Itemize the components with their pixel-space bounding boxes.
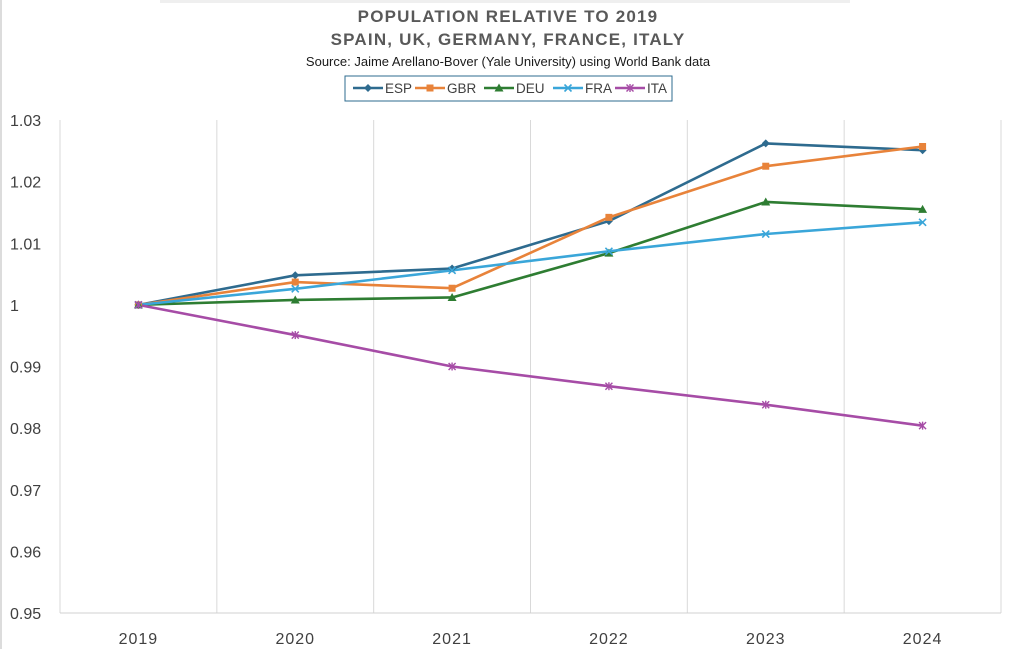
data-point-deu [290, 295, 300, 304]
legend-label-esp: ESP [385, 81, 412, 96]
left-edge-artifact [0, 0, 2, 649]
y-tick-label: 0.96 [10, 544, 41, 561]
y-tick-label: 1 [10, 298, 19, 315]
data-point-deu [761, 197, 771, 206]
grid-layer [59, 120, 1002, 613]
legend-label-ita: ITA [647, 81, 667, 96]
data-point-esp [761, 139, 770, 148]
data-point-esp [448, 264, 457, 273]
data-point-ita [448, 362, 457, 371]
series-line-gbr [138, 145, 923, 307]
y-tick-label: 0.95 [10, 606, 41, 623]
data-point-gbr [919, 142, 927, 150]
data-point-fra [448, 266, 457, 275]
x-tick-label: 2021 [432, 631, 472, 648]
y-tick-label: 0.97 [10, 483, 41, 500]
data-point-ita [291, 331, 300, 340]
chart-title: POPULATION RELATIVE TO 2019 [358, 7, 659, 26]
data-point-gbr [762, 162, 770, 170]
x-tick-label: 2022 [589, 631, 629, 648]
data-point-gbr [291, 278, 299, 286]
legend-marker-ita [626, 84, 634, 92]
chart-source: Source: Jaime Arellano-Bover (Yale Unive… [306, 54, 711, 69]
data-point-fra-stroke [291, 284, 300, 293]
top-edge-artifact [160, 0, 850, 3]
x-tick-label: 2020 [275, 631, 315, 648]
data-point-deu [918, 204, 928, 213]
series-layer [133, 139, 928, 430]
chart-subtitle: SPAIN, UK, GERMANY, FRANCE, ITALY [331, 30, 686, 49]
x-tick-label: 2019 [119, 631, 159, 648]
legend-marker-esp [364, 84, 372, 92]
y-tick-label: 0.98 [10, 421, 41, 438]
data-point-gbr [448, 284, 456, 292]
x-tick-label: 2024 [903, 631, 943, 648]
data-point-ita [918, 421, 927, 430]
data-point-gbr [605, 213, 613, 221]
y-tick-label: 0.99 [10, 360, 41, 377]
legend-marker-fra-stroke [563, 83, 573, 93]
data-point-fra [291, 284, 300, 293]
data-point-fra-stroke [604, 247, 613, 256]
legend: ESP GBR DEU FRA ITA [353, 81, 667, 96]
y-tick-label: 1.02 [10, 175, 41, 192]
series-line-esp [138, 142, 923, 307]
data-point-esp [291, 271, 300, 280]
data-point-fra [604, 247, 613, 256]
legend-label-gbr: GBR [447, 81, 477, 96]
data-point-fra [761, 229, 770, 239]
series-line-ita [138, 303, 923, 427]
axis-layer: 0.95 0.96 0.97 0.98 0.99 1 1.01 1.02 1.03 2019 202… [10, 113, 1001, 648]
x-tick-label: 2023 [746, 631, 786, 648]
y-tick-label: 1.03 [10, 113, 41, 130]
data-point-fra-stroke [448, 266, 457, 275]
data-point-ita [134, 300, 143, 309]
y-tick-label: 1.01 [10, 236, 41, 253]
data-point-fra-stroke [918, 218, 927, 227]
data-point-fra-stroke [761, 229, 770, 239]
data-point-deu [447, 292, 457, 301]
series-line-deu [138, 200, 923, 307]
data-point-fra [918, 218, 927, 227]
legend-marker-fra [563, 83, 573, 93]
legend-label-fra: FRA [585, 81, 612, 96]
data-point-ita [761, 400, 770, 409]
series-line-fra [138, 221, 923, 307]
legend-marker-gbr [426, 84, 434, 92]
legend-label-deu: DEU [516, 81, 545, 96]
data-point-ita [604, 382, 613, 391]
legend-marker-deu [494, 83, 504, 92]
